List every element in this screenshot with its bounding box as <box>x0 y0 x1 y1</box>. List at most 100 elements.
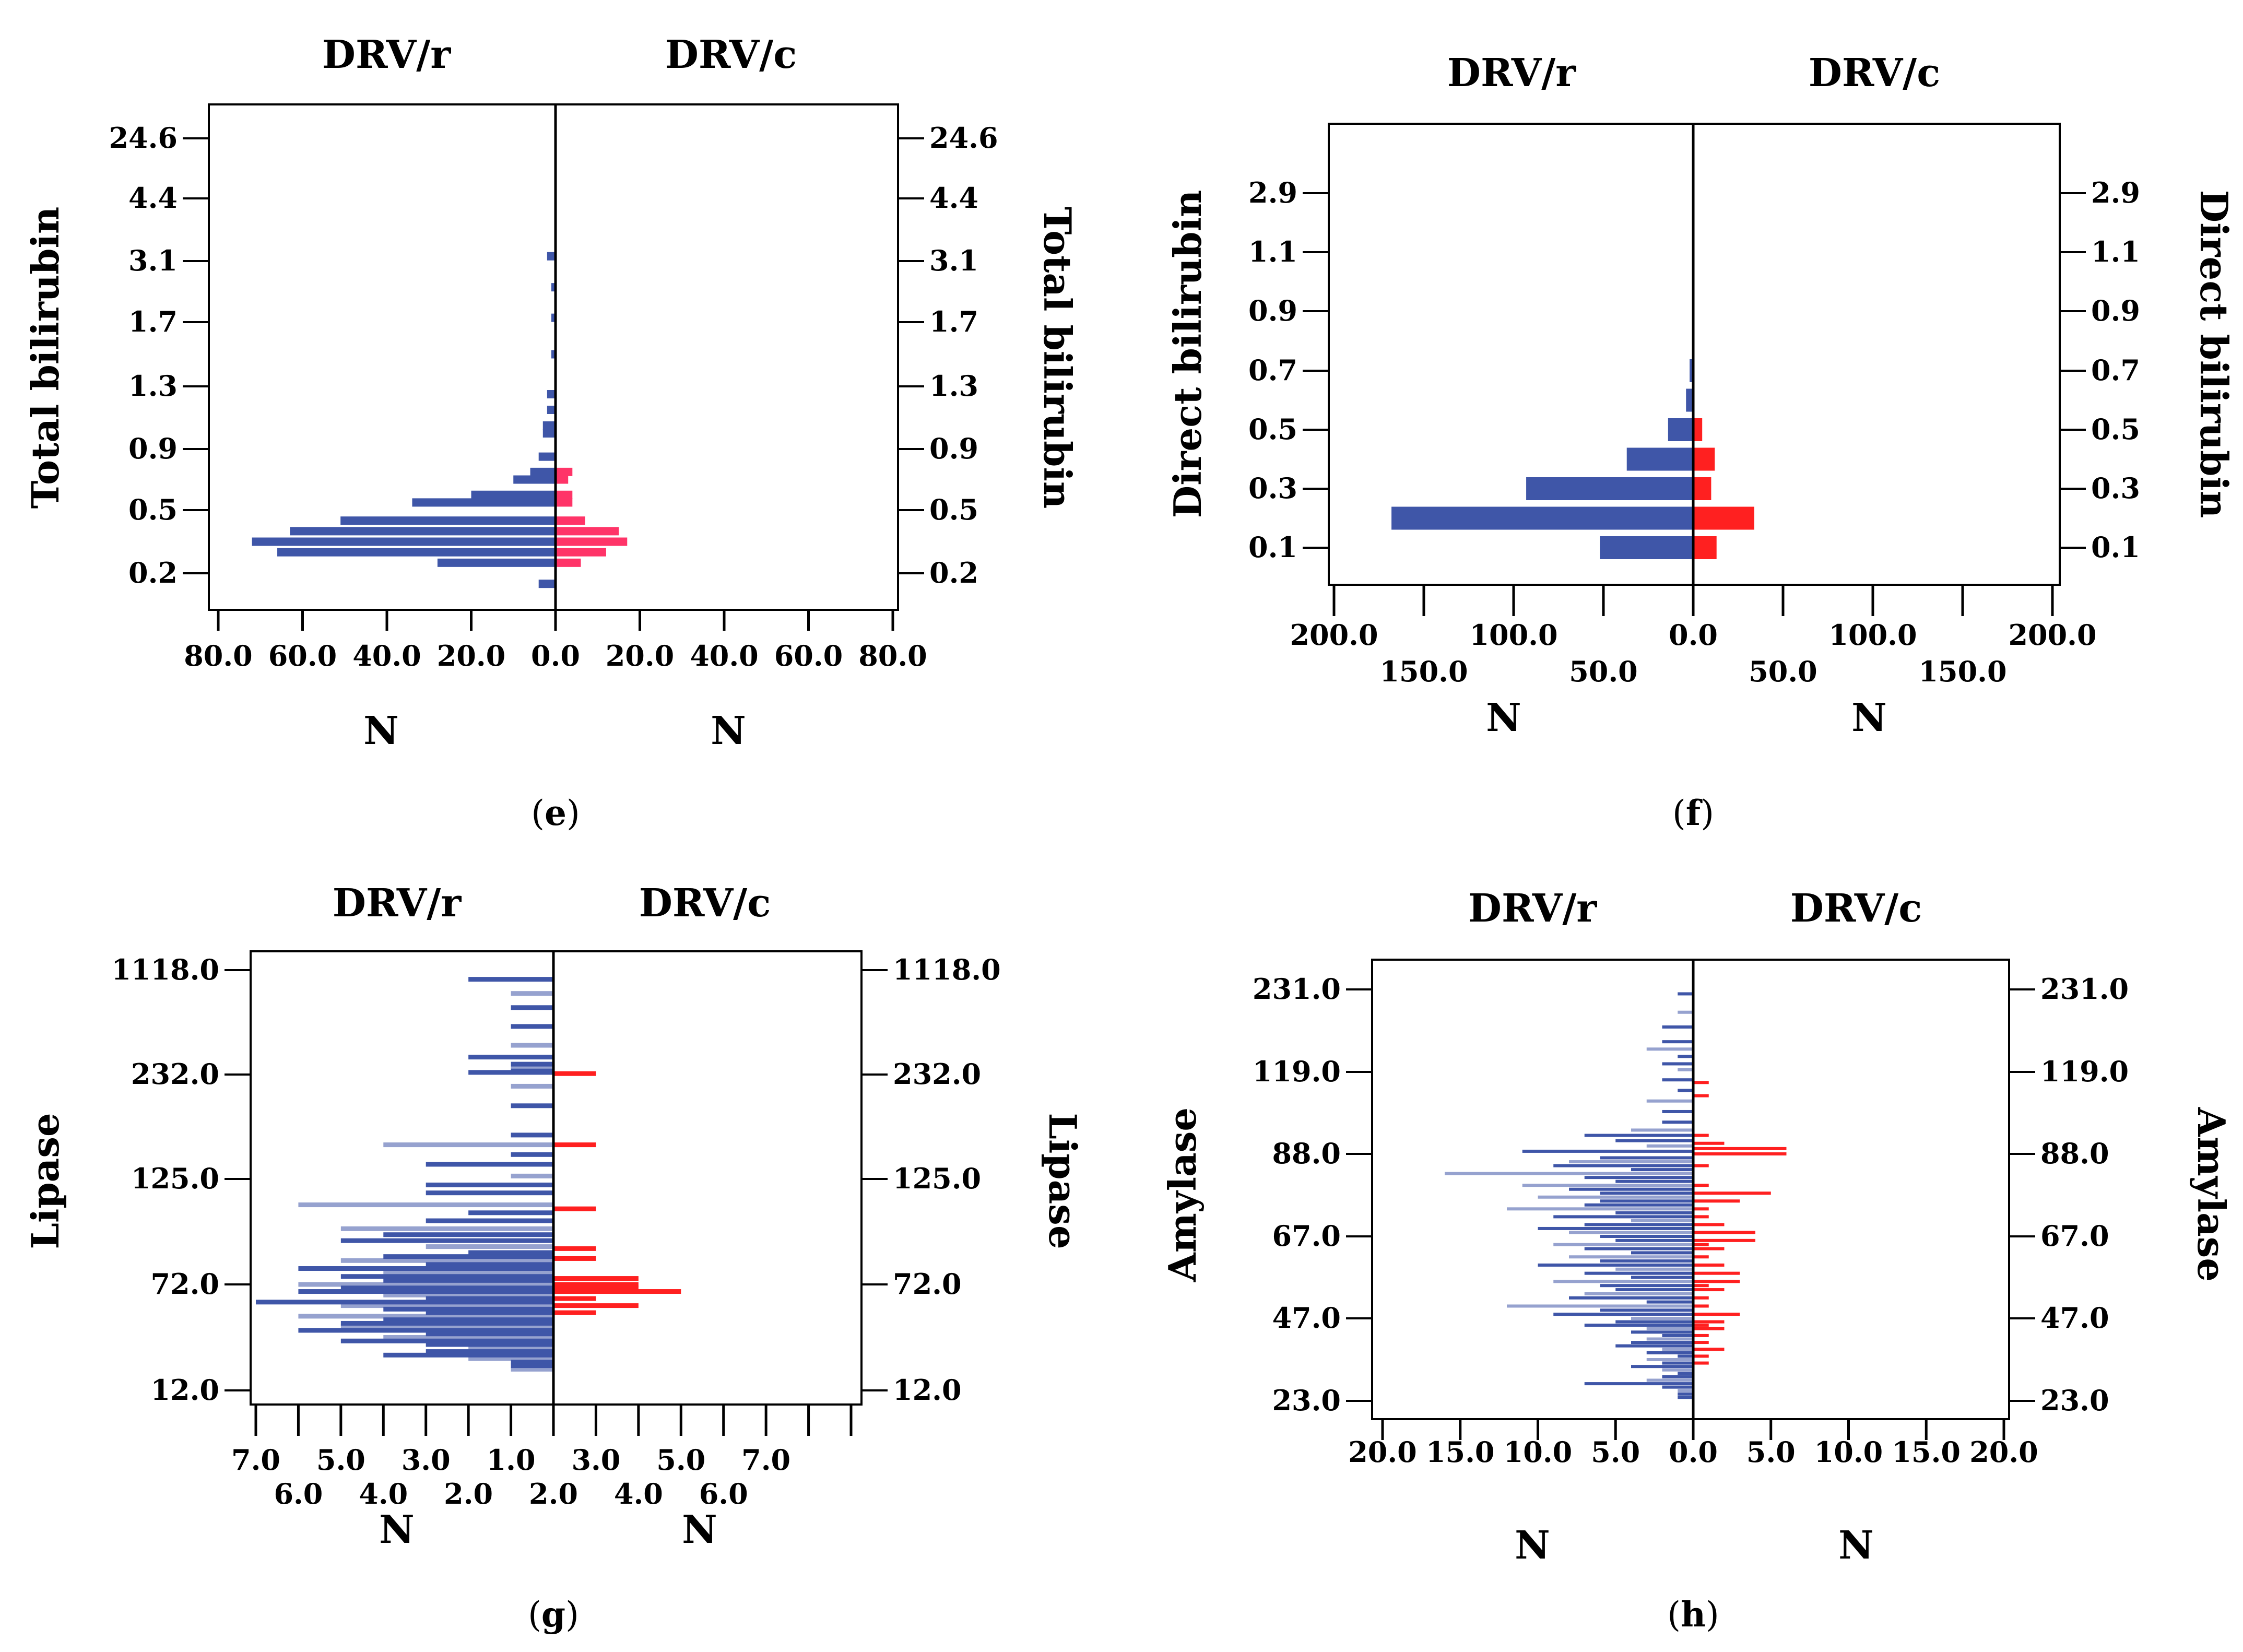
x-tick-label: 10.0 <box>1504 1435 1573 1469</box>
bar-right-h <box>1693 1327 1725 1330</box>
x-tick-label-top: 0.0 <box>1669 618 1718 652</box>
x-tick-label: 15.0 <box>1892 1435 1961 1469</box>
x-tick-label: 20.0 <box>1348 1435 1417 1469</box>
y-tick-label-left: 2.9 <box>1248 176 1297 209</box>
bar-right-h <box>1693 1147 1787 1150</box>
bar-left-g <box>340 1324 553 1329</box>
bar-left-g <box>340 1258 553 1263</box>
left-group-title: DRV/r <box>322 32 451 77</box>
bar-left-h <box>1662 1120 1693 1124</box>
bar-left-h <box>1615 1288 1693 1292</box>
bar-left-e <box>542 429 556 438</box>
bar-right-g <box>553 1246 596 1251</box>
bar-left-h <box>1662 1348 1693 1351</box>
bar-left-f <box>1668 418 1693 441</box>
bar-left-g <box>468 1210 553 1216</box>
y-tick-label-left: 0.7 <box>1248 353 1297 387</box>
x-axis-title-left: N <box>363 709 399 753</box>
bar-right-h <box>1693 1231 1755 1234</box>
x-tick-label-top: 5.0 <box>656 1443 705 1477</box>
bar-right-h <box>1693 1238 1755 1242</box>
bar-left-h <box>1631 1219 1693 1222</box>
x-tick-label-bottom: 4.0 <box>359 1477 408 1511</box>
y-tick-label-right: 231.0 <box>2040 972 2129 1006</box>
bar-left-g <box>426 1310 553 1315</box>
bar-left-e <box>412 498 556 507</box>
panel-h: 231.0 231.0 119.0 119.0 88.0 88.0 67.0 67.0 47.0… <box>1160 886 2234 1635</box>
bar-left-g <box>511 991 553 996</box>
y-tick-label-right: 232.0 <box>893 1057 981 1091</box>
y-tick-label-left: 1.7 <box>128 305 178 338</box>
y-tick-label-right: 1.1 <box>2091 235 2140 268</box>
bar-left-f <box>1391 506 1693 530</box>
bar-left-h <box>1662 1385 1693 1389</box>
bar-left-g <box>426 1182 553 1187</box>
bar-right-h <box>1693 1271 1740 1275</box>
x-tick-label-top: 200.0 <box>2008 618 2096 652</box>
bar-right-h <box>1693 1341 1709 1344</box>
bar-left-g <box>511 1152 553 1157</box>
y-tick-label-left: 125.0 <box>131 1162 219 1195</box>
bar-right-h <box>1693 1191 1771 1195</box>
bar-left-g <box>426 1349 553 1354</box>
bar-left-g <box>511 1024 553 1029</box>
bar-left-h <box>1678 1354 1693 1358</box>
y-axis-title-right: Amylase <box>2189 1107 2234 1282</box>
bar-left-g <box>426 1262 553 1267</box>
bar-left-h <box>1584 1247 1693 1250</box>
bar-left-h <box>1662 1361 1693 1365</box>
left-group-title: DRV/r <box>1468 886 1597 931</box>
x-tick-label: 5.0 <box>1591 1435 1640 1469</box>
bar-left-h <box>1615 1320 1693 1324</box>
x-tick-label-bottom: 2.0 <box>529 1477 578 1511</box>
plot-frame <box>250 950 863 1406</box>
bar-right-h <box>1693 1141 1725 1145</box>
caption-paren-close: ) <box>1706 1595 1719 1635</box>
bar-left-h <box>1631 1168 1693 1172</box>
y-tick-label-right: 1.3 <box>929 369 978 403</box>
y-tick-label-left: 3.1 <box>128 244 178 277</box>
bar-left-g <box>298 1289 553 1294</box>
bar-left-g <box>468 1055 553 1060</box>
bar-left-g <box>426 1244 553 1249</box>
bar-left-g <box>383 1232 553 1237</box>
bar-left-g <box>383 1306 553 1312</box>
caption-paren-close: ) <box>565 1595 579 1635</box>
bar-right-h <box>1693 1324 1709 1327</box>
y-tick-label-right: 0.9 <box>929 432 978 465</box>
bar-right-h <box>1693 1313 1740 1316</box>
bar-left-g <box>298 1314 553 1319</box>
bar-left-e <box>252 537 556 546</box>
y-tick-label-right: 12.0 <box>893 1373 962 1407</box>
x-tick-label-bottom: 150.0 <box>1918 655 2006 688</box>
y-tick-label-right: 2.9 <box>2091 176 2140 209</box>
y-tick-label-right: 67.0 <box>2040 1219 2109 1253</box>
bar-left-h <box>1584 1223 1693 1226</box>
panel-e: 24.6 24.6 4.4 4.4 3.1 3.1 1.7 1.7 1.3 1.3 0.9 0.9 0.… <box>23 32 1080 833</box>
bar-left-e <box>547 252 556 261</box>
bar-left-e <box>471 490 556 499</box>
y-tick-label-right: 23.0 <box>2040 1384 2109 1417</box>
bar-left-h <box>1569 1187 1693 1191</box>
bar-right-f <box>1693 536 1717 559</box>
x-tick-label: 0.0 <box>1669 1435 1718 1469</box>
y-axis-title-left: Lipase <box>23 1113 67 1249</box>
bar-left-g <box>383 1270 553 1275</box>
bar-left-h <box>1584 1176 1693 1179</box>
bar-right-g <box>553 1206 596 1211</box>
bar-left-h <box>1646 1099 1693 1103</box>
bar-left-h <box>1631 1365 1693 1368</box>
bar-left-h <box>1662 1334 1693 1337</box>
bar-left-e <box>290 527 556 536</box>
x-tick-label: 60.0 <box>774 639 843 672</box>
y-tick-label-left: 0.9 <box>1248 294 1297 327</box>
x-axis-title-right: N <box>711 709 746 753</box>
bar-left-h <box>1615 1139 1693 1142</box>
bar-left-e <box>538 452 556 461</box>
bar-left-g <box>340 1238 553 1243</box>
y-tick-label-left: 72.0 <box>150 1267 219 1301</box>
y-tick-label-left: 12.0 <box>150 1373 219 1407</box>
y-axis-title-right: Direct bilirubin <box>2192 190 2236 518</box>
y-tick-label-left: 67.0 <box>1272 1219 1341 1253</box>
caption-paren-close: ) <box>1701 793 1714 833</box>
